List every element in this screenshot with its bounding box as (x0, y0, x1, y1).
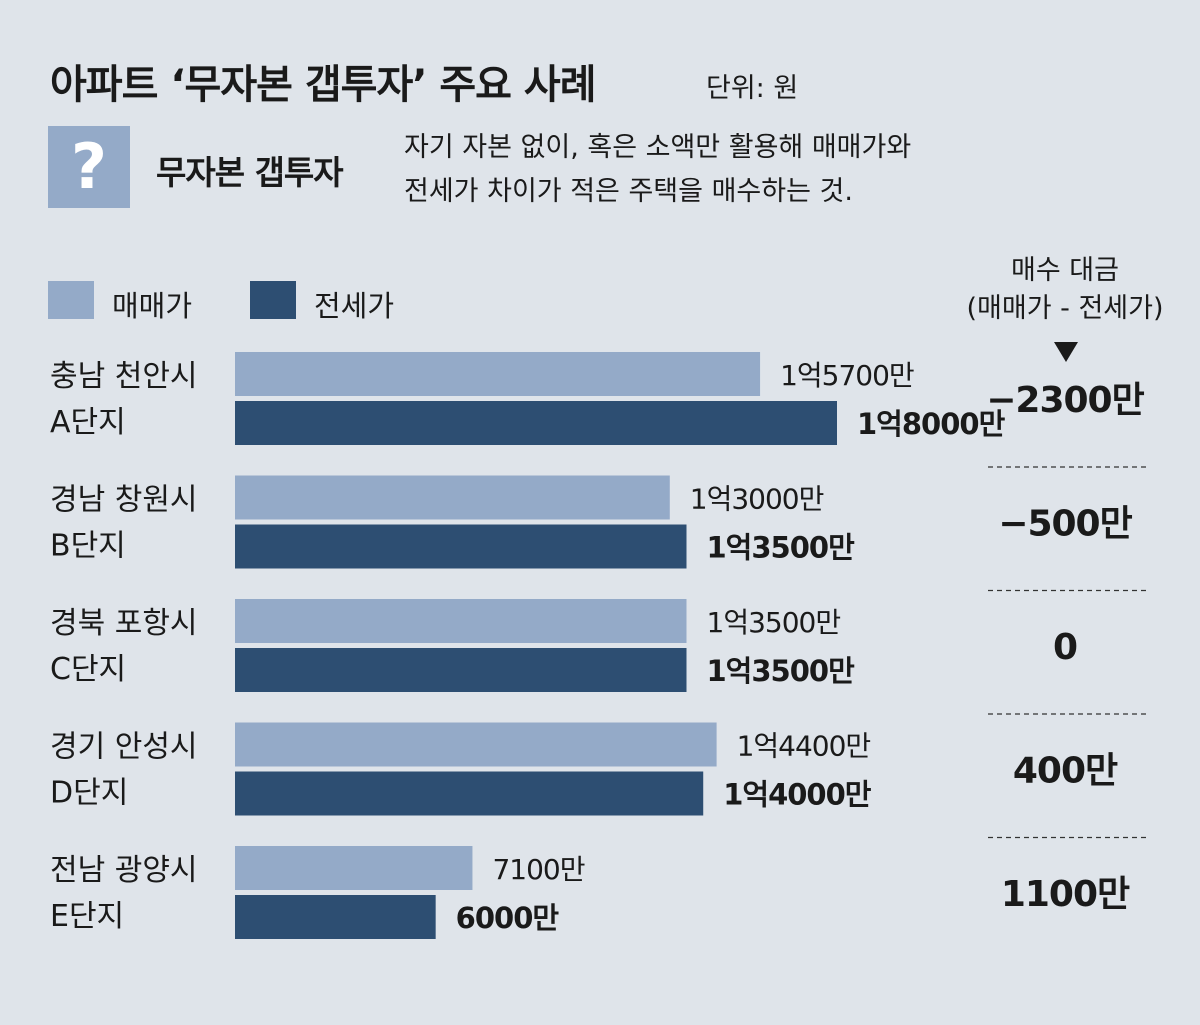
bar-sale (235, 846, 473, 890)
unit-label: 단위: 원 (706, 73, 799, 104)
category-label: 충남 천안시 (50, 359, 198, 394)
bar-jeonse (235, 648, 687, 692)
definition-line-1: 자기 자본 없이, 혹은 소액만 활용해 매매가와 (404, 132, 912, 163)
category-label: 경북 포항시 (50, 606, 198, 641)
legend-label-jeonse: 전세가 (314, 289, 395, 323)
category-label: 경남 창원시 (50, 483, 198, 518)
down-arrow-icon (1054, 342, 1078, 362)
purchase-amount-value: 400만 (1013, 751, 1118, 792)
purchase-amount-formula: (매매가 - 전세가) (966, 293, 1164, 324)
purchase-amount-value: 1100만 (1001, 874, 1130, 915)
purchase-amount-value: 0 (1053, 627, 1077, 668)
data-label-sale: 1억3500만 (707, 606, 841, 639)
bar-sale (235, 352, 761, 396)
category-sublabel: A단지 (50, 405, 126, 440)
category-sublabel: C단지 (50, 652, 126, 687)
data-label-jeonse: 6000만 (456, 901, 560, 935)
legend-swatch-jeonse (250, 281, 296, 319)
category-label: 경기 안성시 (50, 730, 198, 765)
category-label: 전남 광양시 (50, 853, 198, 888)
purchase-amount-header: 매수 대금 (매매가 - 전세가) (940, 252, 1190, 328)
data-label-jeonse: 1억8000만 (857, 407, 1006, 441)
bar-jeonse (235, 895, 436, 939)
definition-text: 자기 자본 없이, 혹은 소액만 활용해 매매가와 전세가 차이가 적은 주택을… (404, 126, 911, 214)
category-sublabel: B단지 (50, 529, 126, 564)
bar-jeonse (235, 401, 837, 445)
bar-jeonse (235, 524, 687, 569)
data-label-sale: 1억3000만 (690, 483, 824, 516)
definition-term: 무자본 갭투자 (156, 153, 344, 192)
purchase-amount-value: −2300만 (986, 380, 1144, 421)
bar-sale (235, 475, 670, 520)
data-label-jeonse: 1억4000만 (723, 778, 872, 812)
data-label-jeonse: 1억3500만 (707, 654, 856, 688)
purchase-amount-value: −500만 (998, 504, 1132, 545)
data-label-sale: 1억4400만 (737, 730, 871, 763)
definition-line-2: 전세가 차이가 적은 주택을 매수하는 것. (404, 176, 853, 207)
bar-sale (235, 599, 687, 643)
legend-swatch-sale (48, 281, 94, 319)
data-label-sale: 1억5700만 (780, 359, 914, 392)
data-label-jeonse: 1억3500만 (707, 531, 856, 565)
category-sublabel: E단지 (50, 899, 124, 934)
chart-title: 아파트 ‘무자본 갭투자’ 주요 사례 (50, 62, 596, 108)
category-sublabel: D단지 (50, 776, 128, 811)
question-mark-icon: ? (48, 126, 130, 208)
legend-label-sale: 매매가 (112, 289, 193, 323)
bar-jeonse (235, 771, 704, 816)
purchase-amount-title: 매수 대금 (1011, 255, 1119, 286)
bar-sale (235, 722, 717, 767)
data-label-sale: 7100만 (492, 853, 584, 886)
